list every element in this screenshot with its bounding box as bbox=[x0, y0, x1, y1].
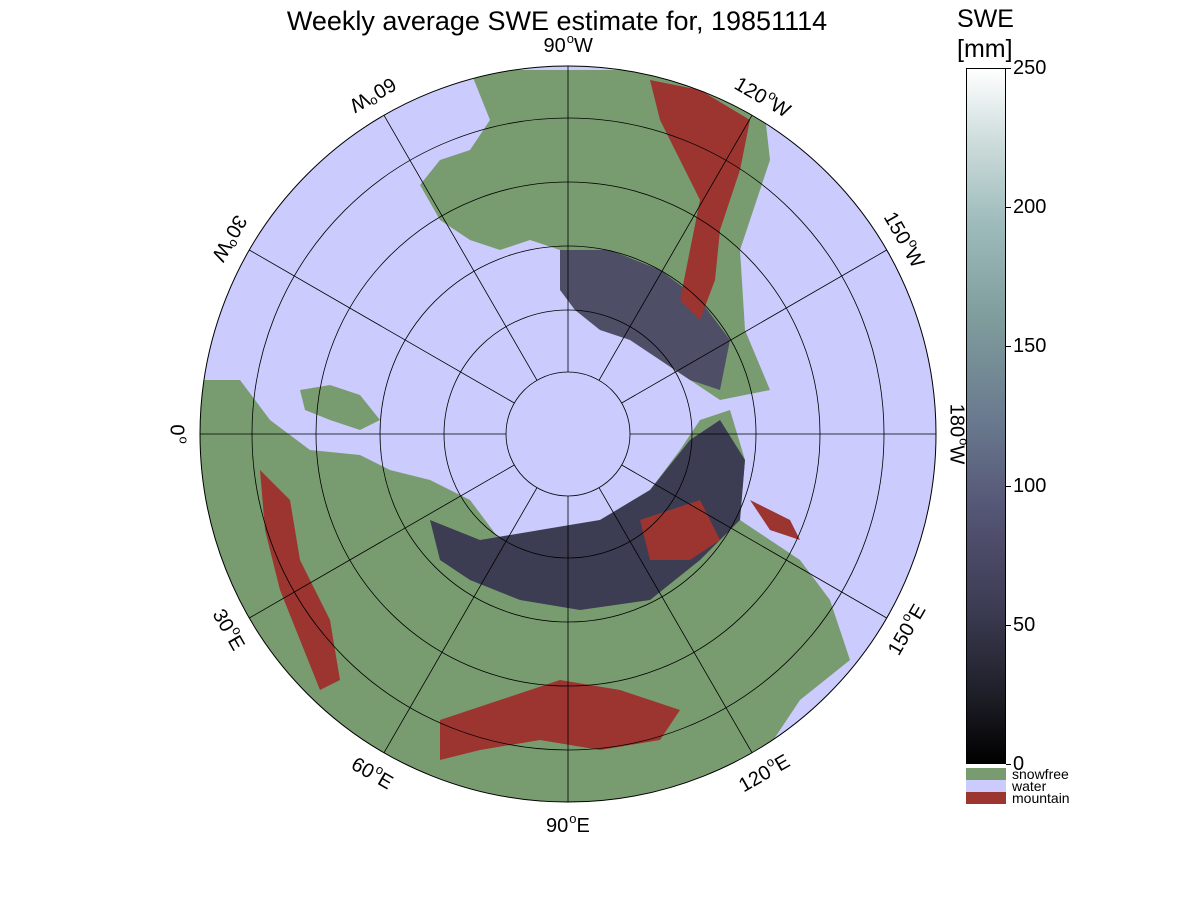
meridian-line bbox=[598, 115, 753, 381]
meridian-line bbox=[249, 249, 515, 404]
colorbar-tick-label: 200 bbox=[1013, 196, 1047, 219]
snow-cover-eurasia bbox=[430, 420, 745, 610]
greenland-landmass bbox=[300, 385, 380, 430]
colorbar-tick bbox=[1006, 485, 1011, 487]
colorbar-title-line2: [mm] bbox=[957, 35, 1013, 63]
colorbar-tick-label: 250 bbox=[1013, 57, 1047, 79]
colorbar-tick-label: 0 bbox=[1013, 753, 1025, 775]
meridian-line bbox=[621, 464, 887, 619]
arctic-ocean bbox=[506, 372, 630, 496]
map-title: Weekly average SWE estimate for, 1985111… bbox=[286, 6, 828, 36]
meridian-line bbox=[383, 115, 538, 381]
map-border bbox=[199, 65, 937, 803]
colorbar-tick-label: 150 bbox=[1013, 335, 1047, 358]
mountain-europe bbox=[260, 470, 340, 690]
colorbar-tick bbox=[1006, 624, 1011, 626]
snow-cover-north-america bbox=[560, 250, 730, 390]
mountain-rockies bbox=[650, 80, 750, 320]
legend-swatch-water bbox=[966, 780, 1006, 792]
legend-swatch-mountain bbox=[966, 792, 1006, 804]
meridian-lines bbox=[200, 66, 936, 802]
longitude-label: 90oE bbox=[546, 811, 590, 837]
colorbar-tick bbox=[1006, 207, 1011, 209]
meridian-line bbox=[249, 464, 515, 619]
colorbar-tick-label: 100 bbox=[1013, 474, 1047, 497]
colorbar-title: SWE [mm] bbox=[957, 4, 1014, 64]
meridian-line bbox=[621, 249, 887, 404]
longitude-label: 90oW bbox=[543, 31, 593, 57]
legend-swatch-snowfree bbox=[966, 768, 1006, 780]
mountain-central-asia bbox=[440, 680, 680, 760]
legend-label-snowfree: snowfree bbox=[1012, 766, 1069, 782]
legend-label-mountain: mountain bbox=[1012, 790, 1070, 806]
colorbar-tick bbox=[1006, 346, 1011, 348]
legend-label-water: water bbox=[1012, 778, 1047, 794]
colorbar bbox=[966, 68, 1006, 764]
mountain-east-siberia bbox=[640, 500, 720, 560]
meridian-line bbox=[383, 487, 538, 753]
colorbar-tick bbox=[1006, 68, 1011, 69]
colorbar-tick-label: 50 bbox=[1013, 613, 1036, 636]
colorbar-tick bbox=[1006, 764, 1011, 765]
colorbar-title-line1: SWE bbox=[957, 5, 1014, 33]
longitude-label: 0o bbox=[165, 424, 192, 444]
mountain-kamchatka bbox=[750, 500, 800, 540]
meridian-line bbox=[598, 487, 753, 753]
